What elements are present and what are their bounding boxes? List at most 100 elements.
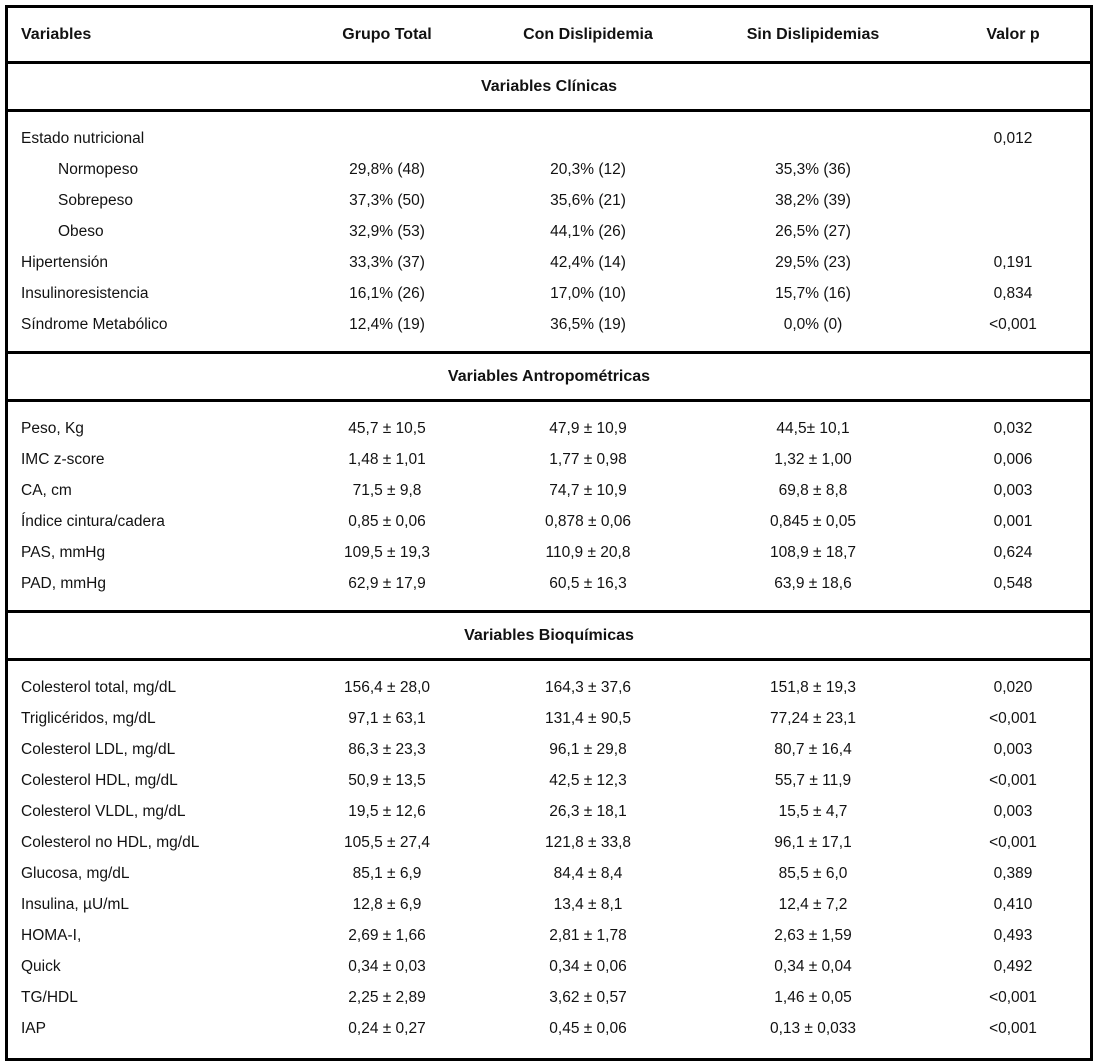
table-row-colesterol-no-hdl: Colesterol no HDL, mg/dL 105,5 ± 27,4 12… [8, 827, 1090, 858]
cell-grupo-total: 33,3% (37) [349, 253, 425, 271]
cell-grupo-total: 19,5 ± 12,6 [348, 802, 426, 820]
cell-valor-p: 0,012 [993, 129, 1033, 147]
cell-grupo-total: 97,1 ± 63,1 [348, 709, 426, 727]
cell-valor-p: 0,548 [993, 574, 1033, 592]
table-row-colesterol-ldl: Colesterol LDL, mg/dL 86,3 ± 23,3 96,1 ±… [8, 734, 1090, 765]
cell-con-dislipidemia: 110,9 ± 20,8 [545, 543, 631, 561]
cell-valor-p: 0,492 [993, 957, 1033, 975]
cell-con-dislipidemia: 96,1 ± 29,8 [549, 740, 627, 758]
column-header-con-dislipidemia: Con Dislipidemia [523, 25, 653, 43]
cell-grupo-total: 29,8% (48) [349, 160, 425, 178]
cell-con-dislipidemia: 0,45 ± 0,06 [549, 1019, 627, 1037]
cell-grupo-total: 16,1% (26) [349, 284, 425, 302]
table-row-quick: Quick 0,34 ± 0,03 0,34 ± 0,06 0,34 ± 0,0… [8, 951, 1090, 982]
section-body-variables-clinicas: Estado nutricional 0,012 Normopeso 29,8%… [8, 112, 1090, 354]
cell-con-dislipidemia: 131,4 ± 90,5 [544, 709, 632, 727]
cell-sin-dislipidemias: 29,5% (23) [775, 253, 851, 271]
cell-sin-dislipidemias: 96,1 ± 17,1 [774, 833, 852, 851]
cell-variable: Estado nutricional [21, 129, 145, 147]
cell-con-dislipidemia: 164,3 ± 37,6 [544, 678, 632, 696]
cell-sin-dislipidemias: 63,9 ± 18,6 [774, 574, 852, 592]
cell-sin-dislipidemias: 151,8 ± 19,3 [769, 678, 857, 696]
cell-con-dislipidemia: 0,878 ± 0,06 [544, 512, 632, 530]
cell-valor-p: 0,006 [993, 450, 1033, 468]
cell-con-dislipidemia: 60,5 ± 16,3 [549, 574, 627, 592]
cell-valor-p: 0,624 [993, 543, 1033, 561]
cell-sin-dislipidemias: 44,5± 10,1 [776, 419, 850, 437]
cell-sin-dislipidemias: 1,46 ± 0,05 [774, 988, 852, 1006]
cell-valor-p: 0,410 [993, 895, 1033, 913]
cell-variable: Obeso [58, 222, 104, 240]
table-row-sindrome-metabolico: Síndrome Metabólico 12,4% (19) 36,5% (19… [8, 309, 1090, 340]
cell-valor-p: <0,001 [989, 709, 1037, 727]
table-row-normopeso: Normopeso 29,8% (48) 20,3% (12) 35,3% (3… [8, 154, 1090, 185]
cell-sin-dislipidemias: 35,3% (36) [775, 160, 851, 178]
cell-sin-dislipidemias: 69,8 ± 8,8 [778, 481, 848, 499]
table-row-homa-i: HOMA-I, 2,69 ± 1,66 2,81 ± 1,78 2,63 ± 1… [8, 920, 1090, 951]
cell-variable: Colesterol total, mg/dL [21, 678, 177, 696]
cell-valor-p: 0,191 [993, 253, 1033, 271]
cell-variable: Glucosa, mg/dL [21, 864, 130, 882]
cell-con-dislipidemia: 42,4% (14) [550, 253, 626, 271]
cell-valor-p: 0,003 [993, 802, 1033, 820]
cell-con-dislipidemia: 44,1% (26) [550, 222, 626, 240]
cell-con-dislipidemia: 13,4 ± 8,1 [553, 895, 623, 913]
cell-sin-dislipidemias: 15,7% (16) [775, 284, 851, 302]
cell-grupo-total: 12,4% (19) [349, 315, 425, 333]
cell-sin-dislipidemias: 55,7 ± 11,9 [774, 771, 852, 789]
cell-grupo-total: 1,48 ± 1,01 [348, 450, 426, 468]
cell-grupo-total: 0,85 ± 0,06 [348, 512, 426, 530]
column-header-sin-dislipidemias: Sin Dislipidemias [746, 25, 880, 43]
cell-con-dislipidemia: 0,34 ± 0,06 [549, 957, 627, 975]
cell-variable: Colesterol LDL, mg/dL [21, 740, 176, 758]
table-row-sobrepeso: Sobrepeso 37,3% (50) 35,6% (21) 38,2% (3… [8, 185, 1090, 216]
cell-variable: IMC z-score [21, 450, 105, 468]
cell-sin-dislipidemias: 1,32 ± 1,00 [774, 450, 852, 468]
table-row-colesterol-total: Colesterol total, mg/dL 156,4 ± 28,0 164… [8, 672, 1090, 703]
cell-grupo-total: 50,9 ± 13,5 [348, 771, 426, 789]
cell-con-dislipidemia: 26,3 ± 18,1 [549, 802, 627, 820]
cell-variable: Síndrome Metabólico [21, 315, 168, 333]
cell-valor-p: 0,020 [993, 678, 1033, 696]
cell-variable: Hipertensión [21, 253, 109, 271]
cell-variable: Colesterol HDL, mg/dL [21, 771, 178, 789]
cell-grupo-total: 105,5 ± 27,4 [343, 833, 431, 851]
cell-sin-dislipidemias: 77,24 ± 23,1 [769, 709, 857, 727]
cell-valor-p: <0,001 [989, 771, 1037, 789]
cell-sin-dislipidemias: 85,5 ± 6,0 [778, 864, 848, 882]
cell-valor-p: 0,493 [993, 926, 1033, 944]
cell-grupo-total: 2,25 ± 2,89 [348, 988, 426, 1006]
cell-grupo-total: 12,8 ± 6,9 [352, 895, 422, 913]
cell-grupo-total: 85,1 ± 6,9 [352, 864, 422, 882]
cell-variable: Triglicéridos, mg/dL [21, 709, 156, 727]
cell-valor-p: <0,001 [989, 833, 1037, 851]
cell-sin-dislipidemias: 38,2% (39) [775, 191, 851, 209]
cell-variable: Insulinoresistencia [21, 284, 149, 302]
section-body-variables-antropometricas: Peso, Kg 45,7 ± 10,5 47,9 ± 10,9 44,5± 1… [8, 402, 1090, 613]
table-row-colesterol-hdl: Colesterol HDL, mg/dL 50,9 ± 13,5 42,5 ±… [8, 765, 1090, 796]
cell-grupo-total: 45,7 ± 10,5 [348, 419, 426, 437]
table-row-imc-z-score: IMC z-score 1,48 ± 1,01 1,77 ± 0,98 1,32… [8, 444, 1090, 475]
cell-variable: Peso, Kg [21, 419, 84, 437]
table-header-row: Variables Grupo Total Con Dislipidemia S… [8, 8, 1090, 64]
section-title-variables-bioquimicas: Variables Bioquímicas [8, 613, 1090, 661]
cell-sin-dislipidemias: 0,0% (0) [783, 315, 843, 333]
cell-sin-dislipidemias: 0,13 ± 0,033 [769, 1019, 857, 1037]
cell-valor-p: <0,001 [989, 988, 1037, 1006]
cell-grupo-total: 109,5 ± 19,3 [343, 543, 431, 561]
cell-variable: Sobrepeso [58, 191, 133, 209]
table-row-indice-cintura-cadera: Índice cintura/cadera 0,85 ± 0,06 0,878 … [8, 506, 1090, 537]
cell-con-dislipidemia: 35,6% (21) [550, 191, 626, 209]
cell-grupo-total: 0,24 ± 0,27 [348, 1019, 426, 1037]
cell-sin-dislipidemias: 80,7 ± 16,4 [774, 740, 852, 758]
cell-variable: Colesterol no HDL, mg/dL [21, 833, 200, 851]
table-row-estado-nutricional: Estado nutricional 0,012 [8, 123, 1090, 154]
cell-variable: Quick [21, 957, 61, 975]
cell-variable: TG/HDL [21, 988, 78, 1006]
cell-grupo-total: 156,4 ± 28,0 [343, 678, 431, 696]
table-row-pad: PAD, mmHg 62,9 ± 17,9 60,5 ± 16,3 63,9 ±… [8, 568, 1090, 599]
table-row-ca-cm: CA, cm 71,5 ± 9,8 74,7 ± 10,9 69,8 ± 8,8… [8, 475, 1090, 506]
table-row-insulinoresistencia: Insulinoresistencia 16,1% (26) 17,0% (10… [8, 278, 1090, 309]
cell-grupo-total: 71,5 ± 9,8 [352, 481, 422, 499]
section-body-variables-bioquimicas: Colesterol total, mg/dL 156,4 ± 28,0 164… [8, 661, 1090, 1058]
